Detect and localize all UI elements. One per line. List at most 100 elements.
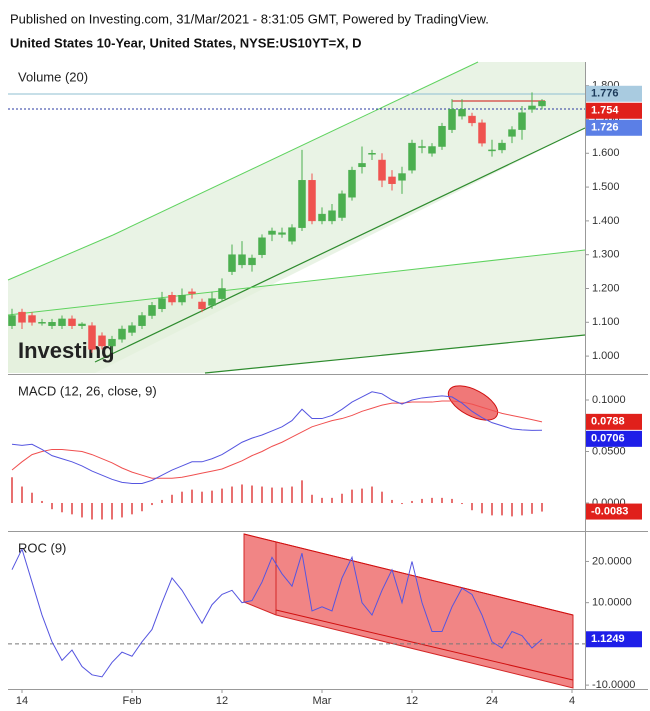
candle-body: [448, 109, 456, 130]
channel-line: [204, 334, 586, 374]
candle-body: [538, 100, 546, 107]
y-tick-label: -10.0000: [592, 679, 635, 691]
candle-body: [408, 142, 416, 171]
price-marker: [586, 102, 642, 119]
candle-body: [98, 335, 106, 347]
candle-body: [388, 176, 396, 184]
y-tick-label: 0.0500: [592, 445, 626, 457]
published-note: Published on Investing.com, 31/Mar/2021 …: [10, 11, 489, 26]
candle-body: [198, 301, 206, 310]
candle-body: [168, 295, 176, 303]
candle-body: [78, 323, 86, 326]
candle-body: [498, 142, 506, 151]
price-marker-label: -0.0083: [591, 505, 628, 517]
candle-body: [338, 193, 346, 218]
price-marker: [586, 430, 642, 447]
candle-body: [518, 112, 526, 130]
candle-body: [288, 227, 296, 242]
candle-body: [328, 210, 336, 222]
instrument-title: United States 10-Year, United States, NY…: [10, 35, 361, 50]
y-tick-label: 1.400: [592, 215, 620, 227]
pane-title: MACD (12, 26, close, 9): [18, 383, 157, 398]
indicator-line: [11, 400, 543, 479]
candle-body: [218, 288, 226, 299]
x-tick-label: Feb: [123, 695, 142, 707]
price-marker-label: 1.726: [591, 122, 619, 134]
y-tick-label: 0.1000: [592, 394, 626, 406]
candle-body: [368, 153, 376, 155]
channel-line: [7, 234, 114, 281]
candle-body: [28, 315, 36, 323]
x-tick-label: 24: [486, 695, 498, 707]
price-marker-label: 0.0706: [591, 433, 625, 445]
price-marker-label: 1.754: [591, 105, 619, 117]
roc-channel-line: [275, 609, 574, 681]
price-marker-label: 0.0788: [591, 416, 625, 428]
candle-body: [108, 338, 116, 347]
candle-body: [68, 318, 76, 326]
candle-body: [48, 322, 56, 326]
candle-body: [428, 146, 436, 154]
candle-body: [348, 169, 356, 198]
candle-body: [468, 115, 476, 124]
candle-body: [128, 325, 136, 333]
y-tick-label: 1.200: [592, 282, 620, 294]
candle-body: [208, 298, 216, 306]
candle-body: [278, 232, 286, 235]
x-tick-label: 12: [406, 695, 418, 707]
candle-body: [358, 163, 366, 168]
y-tick-label: 20.0000: [592, 555, 632, 567]
indicator-line: [11, 391, 543, 484]
price-marker: [586, 503, 642, 520]
channel-line: [7, 249, 586, 316]
candle-body: [508, 129, 516, 137]
indicator-line: [11, 547, 543, 678]
price-marker: [586, 631, 642, 648]
y-tick-label: 1.500: [592, 181, 620, 193]
y-tick-label: 1.000: [592, 350, 620, 362]
price-marker-label: 1.1249: [591, 633, 625, 645]
pane-title: Volume (20): [18, 69, 88, 84]
candle-body: [8, 315, 16, 326]
candle-body: [258, 237, 266, 255]
candle-body: [248, 257, 256, 266]
candle-body: [148, 305, 156, 316]
x-tick-label: 4: [569, 695, 575, 707]
candle-body: [488, 149, 496, 152]
price-marker: [586, 85, 642, 102]
candle-body: [418, 146, 426, 148]
candle-body: [438, 125, 446, 147]
y-tick-label: 1.600: [592, 147, 620, 159]
price-marker: [586, 119, 642, 136]
candle-body: [528, 105, 536, 110]
candle-body: [88, 325, 96, 350]
candle-body: [318, 213, 326, 222]
x-tick-label: 12: [216, 695, 228, 707]
candle-body: [398, 173, 406, 181]
channel-line: [94, 127, 586, 363]
candle-body: [158, 298, 166, 310]
candle-body: [268, 230, 276, 235]
channel-line: [112, 61, 479, 236]
candle-body: [138, 315, 146, 326]
y-tick-label: 1.300: [592, 249, 620, 261]
channel-fill: [8, 250, 585, 373]
price-marker-label: 1.776: [591, 88, 619, 100]
macd-highlight: [447, 385, 499, 421]
x-tick-label: 14: [16, 695, 28, 707]
candle-body: [478, 122, 486, 144]
candle-body: [58, 318, 66, 326]
y-tick-label: 10.0000: [592, 597, 632, 609]
candle-body: [298, 180, 306, 228]
candle-body: [178, 295, 186, 303]
candle-body: [238, 254, 246, 266]
y-tick-label: 1.100: [592, 316, 620, 328]
candle-body: [38, 322, 46, 324]
roc-channel: [243, 533, 574, 689]
candle-body: [228, 254, 236, 272]
candle-body: [378, 159, 386, 181]
candle-body: [118, 328, 126, 340]
frame: [8, 62, 648, 690]
candle-body: [188, 291, 196, 294]
